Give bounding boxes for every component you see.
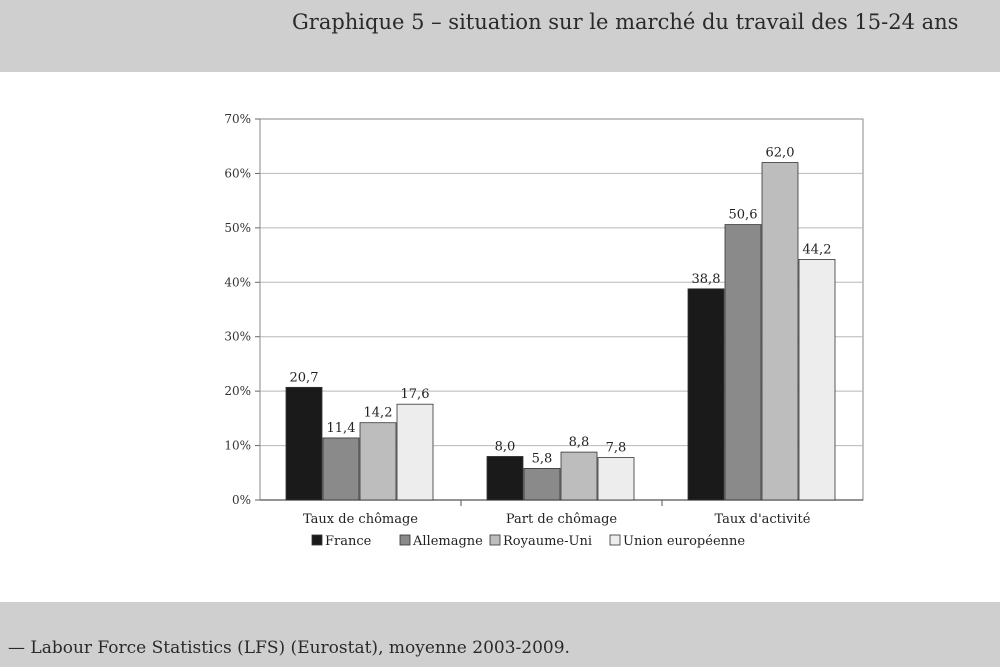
data-label: 50,6 (729, 208, 758, 223)
legend-label: Royaume-Uni (503, 534, 592, 549)
y-tick-label: 70% (224, 112, 251, 126)
header-band: Graphique 5 – situation sur le marché du… (0, 0, 1000, 72)
y-tick-label: 30% (224, 330, 251, 344)
bar (396, 403, 434, 501)
source-note: — Labour Force Statistics (LFS) (Eurosta… (8, 638, 570, 658)
y-tick-label: 0% (232, 493, 251, 507)
bar (798, 259, 836, 501)
bar (761, 162, 799, 501)
data-label: 20,7 (290, 370, 319, 385)
legend-label: Union européenne (623, 534, 745, 549)
y-tick-label: 60% (224, 166, 251, 180)
legend-label: France (325, 534, 372, 549)
data-label: 8,8 (569, 435, 590, 450)
data-label: 62,0 (766, 146, 795, 161)
y-tick-label: 10% (224, 439, 251, 453)
data-label: 5,8 (532, 451, 553, 466)
page-title: Graphique 5 – situation sur le marché du… (292, 10, 959, 34)
x-tick-label: Taux d'activité (715, 512, 811, 527)
y-tick-label: 20% (224, 384, 251, 398)
bar (322, 437, 360, 501)
bar (687, 288, 725, 501)
chart-figure: 0% 10% 20% 30% 40% 50% 60% 70% 20,7 11,4 14,2 17,6 T… (208, 105, 868, 575)
x-tick-label: Part de chômage (506, 512, 618, 527)
bar (597, 457, 635, 501)
x-tick-label: Taux de chômage (303, 512, 418, 527)
data-label: 17,6 (401, 387, 430, 402)
bar (486, 456, 524, 501)
data-label: 44,2 (803, 242, 832, 257)
legend-swatch (311, 534, 323, 546)
legend-swatch (399, 534, 411, 546)
bar (285, 386, 323, 501)
footer-band: — Labour Force Statistics (LFS) (Eurosta… (0, 602, 1000, 667)
data-label: 11,4 (327, 421, 356, 436)
data-label: 14,2 (364, 406, 393, 421)
data-label: 7,8 (606, 441, 627, 456)
y-tick-label: 50% (224, 221, 251, 235)
bar-chart: 0% 10% 20% 30% 40% 50% 60% 70% 20,7 11,4 14,2 17,6 T… (224, 112, 864, 549)
legend-swatch (489, 534, 501, 546)
bar (523, 468, 561, 501)
data-label: 8,0 (495, 439, 516, 454)
legend-label: Allemagne (412, 534, 483, 549)
bar (724, 224, 762, 501)
bar (359, 422, 397, 501)
legend-swatch (609, 534, 621, 546)
y-tick-label: 40% (224, 275, 251, 289)
data-label: 38,8 (692, 272, 721, 287)
bar (560, 451, 598, 501)
